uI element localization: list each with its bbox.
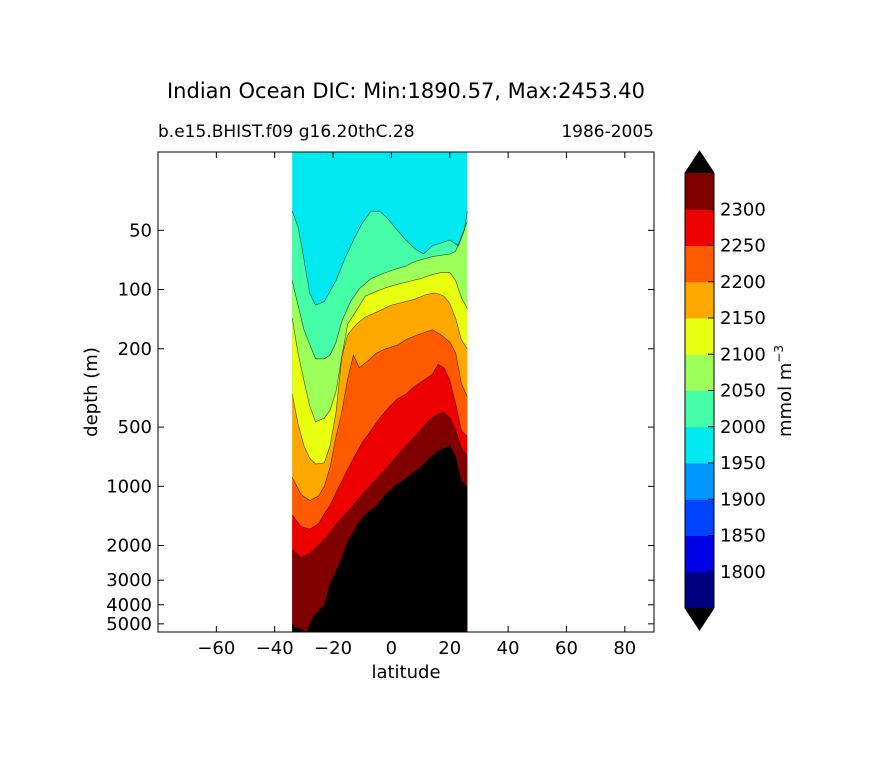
x-axis-label: latitude [371,662,440,683]
x-tick-label: −60 [197,638,235,659]
colorbar-band [685,245,714,283]
x-tick-label: 0 [386,638,397,659]
seafloor-region [292,445,468,632]
colorbar-band [685,354,714,391]
colorbar-tick-label: 1800 [720,562,766,583]
colorbar-tick-label: 2100 [720,344,766,365]
colorbar-label: mmol m−3 [772,345,796,437]
colorbar-tick-label: 1950 [720,453,766,474]
colorbar-band [685,535,714,573]
contour-line-2100 [291,272,468,423]
colorbar-band [685,390,714,428]
colorbar-band [685,426,714,464]
contour-line-2200 [291,329,468,501]
chart-subtitle-right: 1986-2005 [561,122,654,142]
contour-line-2050 [291,221,468,360]
y-axis-label: depth (m) [81,347,102,437]
colorbar-band [685,318,714,355]
x-tick-label: 20 [438,638,461,659]
chart-subtitle-left: b.e15.BHIST.f09 g16.20thC.28 [158,122,415,142]
colorbar-band [685,173,714,210]
plot-frame [157,151,655,633]
x-axis: −60 −40 −20 0 20 40 60 80 [197,152,636,659]
colorbar-extend-over [685,151,714,173]
colorbar-tick-label: 2000 [720,417,766,438]
colorbar-tick-label: 2250 [720,236,766,257]
colorbar-band [685,499,714,536]
colorbar-tick-label: 2200 [720,272,766,293]
colorbar-band [685,463,714,500]
x-tick-label: 40 [497,638,520,659]
contour-line-2300 [292,411,468,558]
colorbar-extend-under [685,608,714,630]
x-tick-label: 80 [613,638,636,659]
y-tick-label: 5000 [106,614,152,635]
plot-area [291,152,468,632]
colorbar-unit-exponent: −3 [772,345,786,363]
colorbar-unit: mmol m [775,363,796,437]
colorbar-outline [684,150,715,631]
colorbar-band [685,281,714,319]
y-tick-label: 4000 [106,595,152,616]
x-tick-label: −40 [256,638,294,659]
chart-title: Indian Ocean DIC: Min:1890.57, Max:2453.… [167,79,645,103]
x-tick-label: −20 [314,638,352,659]
y-tick-label: 1000 [106,476,152,497]
contour-line-2150 [291,292,468,465]
colorbar-tick-label: 2050 [720,381,766,402]
colorbar-tick-label: 2150 [720,308,766,329]
x-tick-label: 60 [555,638,578,659]
colorbar-tick-label: 1900 [720,489,766,510]
y-tick-label: 50 [129,220,152,241]
seafloor-mask [292,445,468,632]
y-tick-label: 200 [118,339,152,360]
contour-line-2250 [291,363,468,530]
y-tick-label: 3000 [106,570,152,591]
colorbar: 1800 1850 1900 1950 2000 2050 2100 2150 2200 2250… [684,150,766,631]
y-tick-label: 2000 [106,536,152,557]
contour-lines [291,210,468,558]
colorbar-tick-label: 2300 [720,199,766,220]
colorbar-tick-label: 1850 [720,526,766,547]
y-tick-label: 100 [118,280,152,301]
y-tick-label: 500 [118,417,152,438]
colorbar-band [685,571,714,609]
contour-line-2000 [291,210,468,306]
colorbar-band [685,209,714,246]
